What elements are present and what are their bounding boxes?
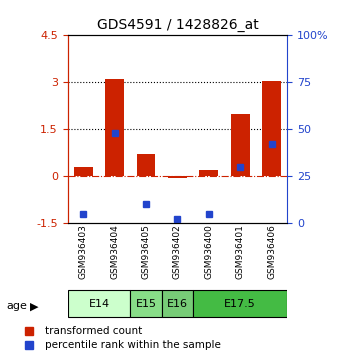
- Text: GSM936401: GSM936401: [236, 224, 245, 279]
- Text: age: age: [7, 301, 28, 311]
- Bar: [74, 167, 93, 176]
- Text: GSM936405: GSM936405: [142, 224, 150, 279]
- FancyBboxPatch shape: [68, 290, 130, 317]
- FancyBboxPatch shape: [193, 290, 287, 317]
- Text: E15: E15: [136, 298, 156, 309]
- Text: GSM936403: GSM936403: [79, 224, 88, 279]
- Text: GSM936404: GSM936404: [110, 224, 119, 279]
- Text: ▶: ▶: [30, 301, 39, 311]
- Text: E16: E16: [167, 298, 188, 309]
- Bar: [199, 170, 218, 176]
- Text: transformed count: transformed count: [45, 326, 142, 336]
- Bar: [231, 114, 250, 176]
- FancyBboxPatch shape: [162, 290, 193, 317]
- Text: GSM936400: GSM936400: [204, 224, 213, 279]
- Bar: [168, 176, 187, 178]
- Bar: [137, 154, 155, 176]
- Text: E17.5: E17.5: [224, 298, 256, 309]
- Bar: [105, 79, 124, 176]
- Text: percentile rank within the sample: percentile rank within the sample: [45, 340, 221, 350]
- FancyBboxPatch shape: [130, 290, 162, 317]
- Text: GSM936402: GSM936402: [173, 224, 182, 279]
- Text: GSM936406: GSM936406: [267, 224, 276, 279]
- Text: E14: E14: [89, 298, 110, 309]
- Title: GDS4591 / 1428826_at: GDS4591 / 1428826_at: [97, 18, 258, 32]
- Bar: [262, 81, 281, 176]
